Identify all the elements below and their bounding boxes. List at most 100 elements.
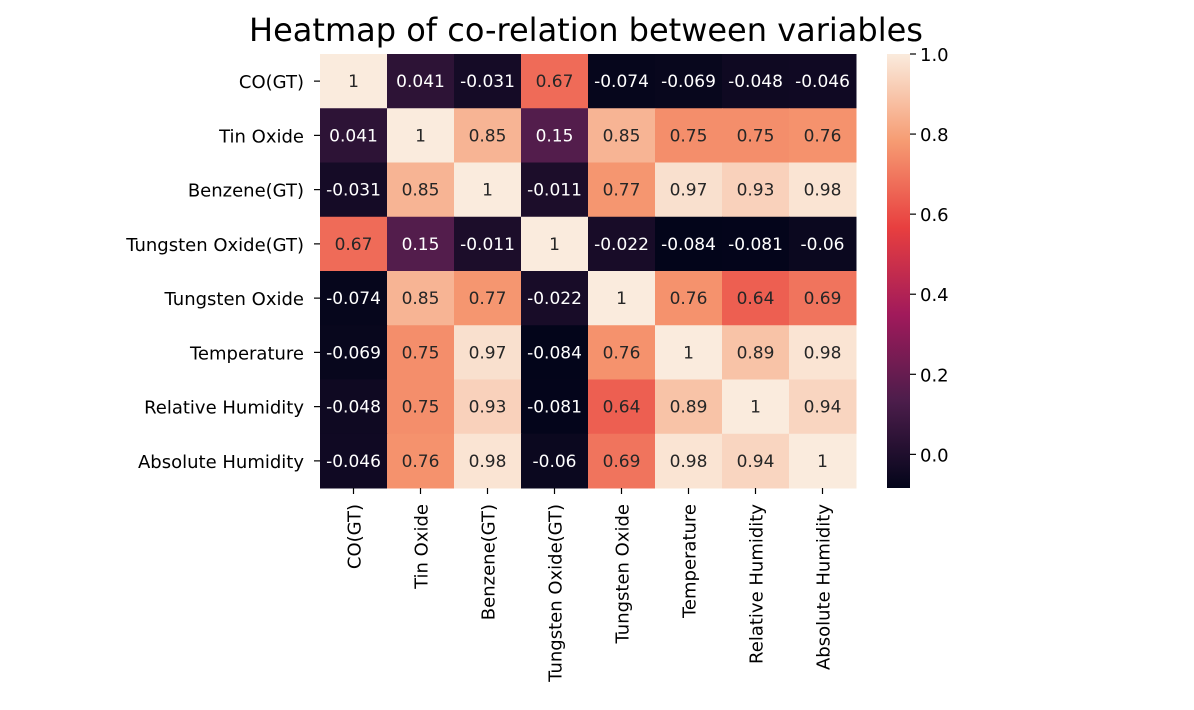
cell-label-1-5: 0.75	[670, 126, 708, 146]
cell-label-7-0: -0.046	[326, 452, 381, 472]
heatmap-cell-6-2	[454, 379, 522, 435]
heatmap-cell-6-5	[655, 379, 723, 435]
heatmap-cell-1-2	[454, 108, 522, 163]
heatmap-cell-4-3	[521, 271, 589, 326]
heatmap-cell-4-7	[789, 271, 857, 326]
heatmap-cell-3-5	[655, 216, 723, 272]
col-label-co-gt: CO(GT)	[345, 504, 366, 569]
row-label-co-gt: CO(GT)	[239, 72, 304, 93]
heatmap-cell-5-3	[521, 325, 589, 380]
heatmap-cell-2-7	[789, 162, 857, 218]
row-label-temperature: Temperature	[189, 343, 304, 364]
heatmap-cell-1-0	[320, 108, 388, 163]
heatmap-cell-0-2	[454, 54, 522, 109]
row-label-relative-humidity: Relative Humidity	[144, 398, 304, 419]
cell-label-7-6: 0.94	[737, 452, 775, 472]
heatmap-cell-2-6	[722, 162, 790, 218]
heatmap-cell-5-2	[454, 325, 522, 380]
cell-label-0-6: -0.048	[728, 72, 783, 92]
cell-label-3-5: -0.084	[661, 235, 716, 255]
heatmap-cell-2-3	[521, 162, 589, 218]
heatmap-cell-4-0	[320, 271, 388, 326]
column-labels: CO(GT) Tin Oxide Benzene(GT) Tungsten Oxide…	[345, 488, 835, 683]
heatmap-cell-1-6	[722, 108, 790, 163]
heatmap-cell-6-7	[789, 379, 857, 435]
col-label-tin-oxide: Tin Oxide	[412, 504, 433, 590]
heatmap-cell-5-7	[789, 325, 857, 380]
heatmap-cell-5-6	[722, 325, 790, 380]
colorbar: 0.0 0.2 0.4 0.6 0.8 1.0	[887, 45, 949, 488]
cell-label-2-6: 0.93	[737, 181, 775, 201]
heatmap-cell-7-3	[521, 433, 589, 489]
heatmap-cell-3-4	[588, 216, 656, 272]
colorbar-tick-label-0: 0.0	[920, 445, 949, 466]
cell-label-2-4: 0.77	[603, 181, 641, 201]
cell-label-7-7: 1	[817, 452, 828, 472]
cell-label-4-7: 0.69	[804, 289, 842, 309]
cell-label-3-4: -0.022	[594, 235, 649, 255]
cell-label-2-1: 0.85	[402, 181, 440, 201]
heatmap-cell-2-4	[588, 162, 656, 218]
cell-label-2-5: 0.97	[670, 181, 708, 201]
row-label-benzene-gt: Benzene(GT)	[188, 181, 304, 202]
cell-label-5-7: 0.98	[804, 343, 842, 363]
cell-label-0-0: 1	[348, 72, 359, 92]
cell-label-6-1: 0.75	[402, 398, 440, 418]
heatmap-cell-4-5	[655, 271, 723, 326]
cell-label-6-0: -0.048	[326, 398, 381, 418]
colorbar-gradient	[887, 54, 910, 488]
heatmap-cell-7-0	[320, 433, 388, 489]
heatmap-cell-3-2	[454, 216, 522, 272]
cell-label-1-6: 0.75	[737, 126, 775, 146]
cell-label-1-7: 0.76	[804, 126, 842, 146]
heatmap-cell-0-7	[789, 54, 857, 109]
col-label-relative-humidity: Relative Humidity	[747, 504, 768, 664]
heatmap-cell-2-1	[387, 162, 455, 218]
cell-label-7-2: 0.98	[469, 452, 507, 472]
heatmap-cell-5-4	[588, 325, 656, 380]
cell-label-4-5: 0.76	[670, 289, 708, 309]
cell-label-6-4: 0.64	[603, 398, 641, 418]
col-label-tungsten-oxide-gt: Tungsten Oxide(GT)	[546, 504, 567, 683]
cell-label-5-3: -0.084	[527, 343, 582, 363]
heatmap-cell-7-2	[454, 433, 522, 489]
cell-label-3-6: -0.081	[728, 235, 783, 255]
cell-label-6-3: -0.081	[527, 398, 582, 418]
heatmap-cell-6-4	[588, 379, 656, 435]
cell-label-4-4: 1	[616, 289, 627, 309]
cell-label-3-3: 1	[549, 235, 560, 255]
heatmap-cell-6-1	[387, 379, 455, 435]
heatmap-cell-3-0	[320, 216, 388, 272]
heatmap-cell-0-1	[387, 54, 455, 109]
cell-label-2-2: 1	[482, 181, 493, 201]
cell-label-2-0: -0.031	[326, 181, 381, 201]
heatmap-cell-6-0	[320, 379, 388, 435]
heatmap-cells: 1 0.041 -0.031 0.67 -0.074 -0.069 -0.048 -0.046…	[320, 54, 857, 489]
cell-label-4-2: 0.77	[469, 289, 507, 309]
heatmap-cell-0-4	[588, 54, 656, 109]
colorbar-tick-label-2: 0.4	[920, 285, 949, 306]
cell-label-3-7: -0.06	[801, 235, 845, 255]
heatmap-cell-1-5	[655, 108, 723, 163]
cell-label-0-2: -0.031	[460, 72, 515, 92]
cell-label-1-3: 0.15	[536, 126, 574, 146]
cell-label-7-4: 0.69	[603, 452, 641, 472]
cell-label-4-0: -0.074	[326, 289, 381, 309]
row-label-tin-oxide: Tin Oxide	[218, 126, 304, 147]
cell-label-1-0: 0.041	[329, 126, 378, 146]
col-label-absolute-humidity: Absolute Humidity	[814, 504, 835, 670]
heatmap-cell-5-1	[387, 325, 455, 380]
heatmap-cell-4-1	[387, 271, 455, 326]
heatmap-cell-6-6	[722, 379, 790, 435]
heatmap-cell-7-6	[722, 433, 790, 489]
cell-label-1-4: 0.85	[603, 126, 641, 146]
cell-label-7-3: -0.06	[533, 452, 577, 472]
row-labels: CO(GT) Tin Oxide Benzene(GT) Tungsten Oxide…	[125, 72, 320, 473]
heatmap-cell-0-6	[722, 54, 790, 109]
cell-label-1-2: 0.85	[469, 126, 507, 146]
heatmap-cell-2-2	[454, 162, 522, 218]
chart-title: Heatmap of co-relation between variables	[249, 11, 923, 49]
heatmap-cell-2-0	[320, 162, 388, 218]
